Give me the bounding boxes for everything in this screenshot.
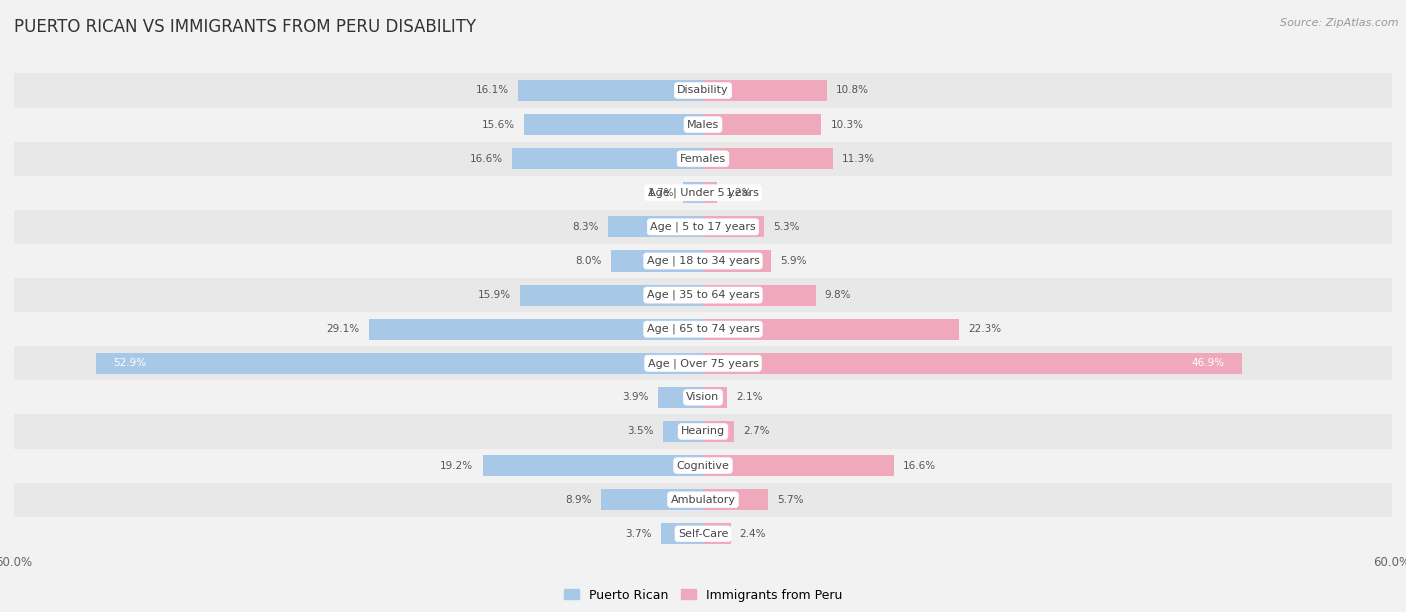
Bar xyxy=(524,114,703,135)
Text: Age | Under 5 years: Age | Under 5 years xyxy=(648,187,758,198)
Legend: Puerto Rican, Immigrants from Peru: Puerto Rican, Immigrants from Peru xyxy=(558,584,848,606)
Bar xyxy=(512,148,703,170)
Bar xyxy=(703,148,832,170)
Bar xyxy=(703,285,815,305)
Bar xyxy=(14,210,1392,244)
Text: Males: Males xyxy=(688,119,718,130)
Text: Age | 18 to 34 years: Age | 18 to 34 years xyxy=(647,256,759,266)
Bar xyxy=(703,489,769,510)
Text: 15.6%: 15.6% xyxy=(482,119,515,130)
Bar xyxy=(612,250,703,272)
Text: 15.9%: 15.9% xyxy=(478,290,512,300)
Bar xyxy=(703,182,717,203)
Bar xyxy=(703,80,827,101)
Bar xyxy=(703,319,959,340)
Bar xyxy=(662,421,703,442)
Text: Disability: Disability xyxy=(678,86,728,95)
Bar xyxy=(14,108,1392,141)
Text: 8.9%: 8.9% xyxy=(565,494,592,505)
Bar xyxy=(96,353,703,374)
Text: Cognitive: Cognitive xyxy=(676,461,730,471)
Text: 29.1%: 29.1% xyxy=(326,324,360,334)
Text: 3.5%: 3.5% xyxy=(627,427,654,436)
Text: 16.1%: 16.1% xyxy=(475,86,509,95)
Text: 16.6%: 16.6% xyxy=(470,154,503,163)
Bar xyxy=(703,114,821,135)
Text: Vision: Vision xyxy=(686,392,720,402)
Bar xyxy=(14,73,1392,108)
Text: Age | 65 to 74 years: Age | 65 to 74 years xyxy=(647,324,759,334)
Text: 3.7%: 3.7% xyxy=(624,529,651,539)
Text: 52.9%: 52.9% xyxy=(112,358,146,368)
Text: Ambulatory: Ambulatory xyxy=(671,494,735,505)
Text: 1.7%: 1.7% xyxy=(648,188,675,198)
Text: 10.8%: 10.8% xyxy=(837,86,869,95)
Text: 2.7%: 2.7% xyxy=(744,427,769,436)
Text: 22.3%: 22.3% xyxy=(969,324,1001,334)
Text: 5.7%: 5.7% xyxy=(778,494,804,505)
Bar xyxy=(519,80,703,101)
Text: 46.9%: 46.9% xyxy=(1191,358,1225,368)
Text: Hearing: Hearing xyxy=(681,427,725,436)
Bar xyxy=(14,141,1392,176)
Bar xyxy=(14,449,1392,483)
Bar xyxy=(703,455,894,476)
Text: 11.3%: 11.3% xyxy=(842,154,875,163)
Text: Age | 5 to 17 years: Age | 5 to 17 years xyxy=(650,222,756,232)
Text: 8.0%: 8.0% xyxy=(575,256,602,266)
Text: Source: ZipAtlas.com: Source: ZipAtlas.com xyxy=(1281,18,1399,28)
Text: Females: Females xyxy=(681,154,725,163)
Bar xyxy=(14,312,1392,346)
Text: 1.2%: 1.2% xyxy=(725,188,752,198)
Bar xyxy=(482,455,703,476)
Text: PUERTO RICAN VS IMMIGRANTS FROM PERU DISABILITY: PUERTO RICAN VS IMMIGRANTS FROM PERU DIS… xyxy=(14,18,477,36)
Bar xyxy=(14,346,1392,380)
Text: Self-Care: Self-Care xyxy=(678,529,728,539)
Bar xyxy=(703,523,731,544)
Text: 5.3%: 5.3% xyxy=(773,222,800,232)
Text: 5.9%: 5.9% xyxy=(780,256,807,266)
Text: 2.4%: 2.4% xyxy=(740,529,766,539)
Text: 2.1%: 2.1% xyxy=(737,392,763,402)
Bar xyxy=(683,182,703,203)
Bar xyxy=(703,250,770,272)
Text: 9.8%: 9.8% xyxy=(825,290,851,300)
Bar xyxy=(703,216,763,237)
Bar xyxy=(14,244,1392,278)
Bar xyxy=(14,414,1392,449)
Bar xyxy=(703,387,727,408)
Bar xyxy=(607,216,703,237)
Bar xyxy=(14,278,1392,312)
Text: Age | 35 to 64 years: Age | 35 to 64 years xyxy=(647,290,759,300)
Bar xyxy=(14,483,1392,517)
Bar xyxy=(658,387,703,408)
Text: 3.9%: 3.9% xyxy=(623,392,650,402)
Text: 16.6%: 16.6% xyxy=(903,461,936,471)
Text: 8.3%: 8.3% xyxy=(572,222,599,232)
Bar xyxy=(14,176,1392,210)
Bar xyxy=(600,489,703,510)
Bar xyxy=(368,319,703,340)
Text: Age | Over 75 years: Age | Over 75 years xyxy=(648,358,758,368)
Bar xyxy=(14,380,1392,414)
Bar xyxy=(661,523,703,544)
Text: 19.2%: 19.2% xyxy=(440,461,474,471)
Bar xyxy=(703,421,734,442)
Bar xyxy=(703,353,1241,374)
Bar xyxy=(14,517,1392,551)
Bar xyxy=(520,285,703,305)
Text: 10.3%: 10.3% xyxy=(831,119,863,130)
